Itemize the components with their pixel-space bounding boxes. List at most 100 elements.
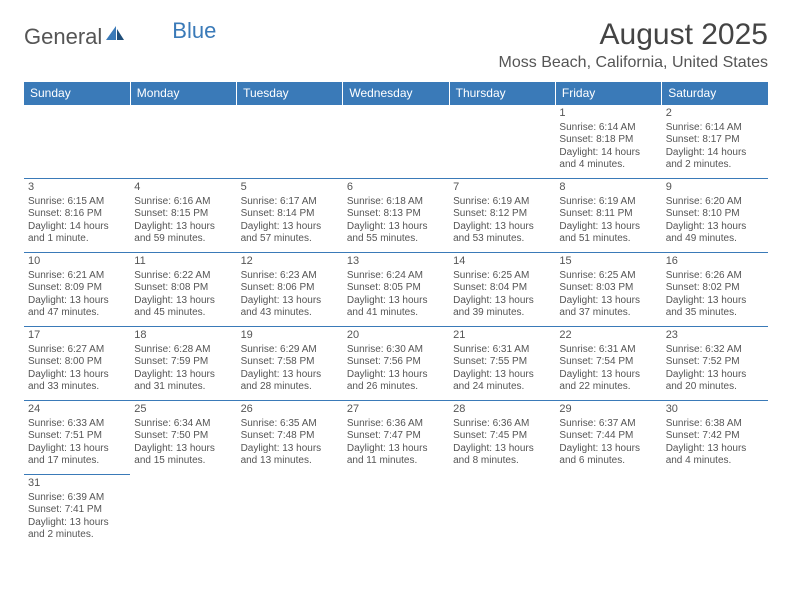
calendar-day-cell: 25Sunrise: 6:34 AMSunset: 7:50 PMDayligh…: [130, 401, 236, 475]
daylight-text: and 4 minutes.: [559, 159, 657, 172]
sunrise-text: Sunrise: 6:17 AM: [241, 196, 339, 209]
daylight-text: Daylight: 13 hours: [666, 221, 764, 234]
calendar-day-cell: 8Sunrise: 6:19 AMSunset: 8:11 PMDaylight…: [555, 179, 661, 253]
daylight-text: and 22 minutes.: [559, 381, 657, 394]
sunrise-text: Sunrise: 6:37 AM: [559, 418, 657, 431]
daylight-text: Daylight: 13 hours: [28, 295, 126, 308]
page-title: August 2025: [499, 18, 768, 52]
calendar-day-cell: [130, 105, 236, 179]
daylight-text: and 28 minutes.: [241, 381, 339, 394]
calendar-day-cell: 4Sunrise: 6:16 AMSunset: 8:15 PMDaylight…: [130, 179, 236, 253]
calendar-day-cell: 19Sunrise: 6:29 AMSunset: 7:58 PMDayligh…: [237, 327, 343, 401]
weekday-header: Friday: [555, 82, 661, 105]
daylight-text: and 39 minutes.: [453, 307, 551, 320]
calendar-day-cell: 24Sunrise: 6:33 AMSunset: 7:51 PMDayligh…: [24, 401, 130, 475]
daylight-text: and 4 minutes.: [666, 455, 764, 468]
calendar-day-cell: [237, 105, 343, 179]
daylight-text: Daylight: 13 hours: [666, 295, 764, 308]
sunrise-text: Sunrise: 6:30 AM: [347, 344, 445, 357]
calendar-day-cell: 21Sunrise: 6:31 AMSunset: 7:55 PMDayligh…: [449, 327, 555, 401]
sunset-text: Sunset: 8:05 PM: [347, 282, 445, 295]
daylight-text: and 45 minutes.: [134, 307, 232, 320]
calendar-day-cell: 12Sunrise: 6:23 AMSunset: 8:06 PMDayligh…: [237, 253, 343, 327]
daylight-text: Daylight: 13 hours: [453, 295, 551, 308]
day-number: 5: [241, 181, 339, 195]
daylight-text: Daylight: 13 hours: [28, 369, 126, 382]
day-number: 8: [559, 181, 657, 195]
day-number: 13: [347, 255, 445, 269]
day-number: 9: [666, 181, 764, 195]
calendar-day-cell: 23Sunrise: 6:32 AMSunset: 7:52 PMDayligh…: [662, 327, 768, 401]
sunset-text: Sunset: 7:48 PM: [241, 430, 339, 443]
calendar-week-row: 17Sunrise: 6:27 AMSunset: 8:00 PMDayligh…: [24, 327, 768, 401]
daylight-text: and 49 minutes.: [666, 233, 764, 246]
daylight-text: and 2 minutes.: [28, 529, 126, 542]
sunrise-text: Sunrise: 6:19 AM: [453, 196, 551, 209]
daylight-text: and 26 minutes.: [347, 381, 445, 394]
day-number: 1: [559, 107, 657, 121]
sunrise-text: Sunrise: 6:19 AM: [559, 196, 657, 209]
calendar-day-cell: [130, 475, 236, 549]
calendar-day-cell: 26Sunrise: 6:35 AMSunset: 7:48 PMDayligh…: [237, 401, 343, 475]
daylight-text: and 11 minutes.: [347, 455, 445, 468]
sunrise-text: Sunrise: 6:29 AM: [241, 344, 339, 357]
day-number: 21: [453, 329, 551, 343]
sunset-text: Sunset: 8:08 PM: [134, 282, 232, 295]
daylight-text: and 1 minute.: [28, 233, 126, 246]
day-number: 4: [134, 181, 232, 195]
logo-text-1: General: [24, 26, 102, 48]
weekday-header: Sunday: [24, 82, 130, 105]
sunset-text: Sunset: 7:55 PM: [453, 356, 551, 369]
daylight-text: and 31 minutes.: [134, 381, 232, 394]
weekday-header: Saturday: [662, 82, 768, 105]
daylight-text: and 43 minutes.: [241, 307, 339, 320]
daylight-text: Daylight: 13 hours: [241, 221, 339, 234]
calendar-day-cell: 15Sunrise: 6:25 AMSunset: 8:03 PMDayligh…: [555, 253, 661, 327]
sunrise-text: Sunrise: 6:18 AM: [347, 196, 445, 209]
day-number: 14: [453, 255, 551, 269]
sunrise-text: Sunrise: 6:14 AM: [666, 122, 764, 135]
calendar-day-cell: 11Sunrise: 6:22 AMSunset: 8:08 PMDayligh…: [130, 253, 236, 327]
sunrise-text: Sunrise: 6:25 AM: [559, 270, 657, 283]
daylight-text: and 17 minutes.: [28, 455, 126, 468]
sunset-text: Sunset: 8:04 PM: [453, 282, 551, 295]
title-block: August 2025 Moss Beach, California, Unit…: [499, 18, 768, 72]
sunset-text: Sunset: 8:14 PM: [241, 208, 339, 221]
daylight-text: and 15 minutes.: [134, 455, 232, 468]
daylight-text: and 41 minutes.: [347, 307, 445, 320]
calendar-day-cell: [449, 105, 555, 179]
daylight-text: Daylight: 13 hours: [559, 295, 657, 308]
sunset-text: Sunset: 7:45 PM: [453, 430, 551, 443]
daylight-text: Daylight: 13 hours: [134, 295, 232, 308]
sunrise-text: Sunrise: 6:25 AM: [453, 270, 551, 283]
weekday-header: Monday: [130, 82, 236, 105]
sunset-text: Sunset: 8:13 PM: [347, 208, 445, 221]
sunset-text: Sunset: 7:47 PM: [347, 430, 445, 443]
daylight-text: Daylight: 13 hours: [666, 369, 764, 382]
daylight-text: Daylight: 13 hours: [241, 443, 339, 456]
daylight-text: Daylight: 13 hours: [453, 221, 551, 234]
daylight-text: and 13 minutes.: [241, 455, 339, 468]
calendar-header-row: SundayMondayTuesdayWednesdayThursdayFrid…: [24, 82, 768, 105]
sunrise-text: Sunrise: 6:27 AM: [28, 344, 126, 357]
sunrise-text: Sunrise: 6:26 AM: [666, 270, 764, 283]
calendar-day-cell: [24, 105, 130, 179]
sunset-text: Sunset: 8:00 PM: [28, 356, 126, 369]
daylight-text: Daylight: 13 hours: [666, 443, 764, 456]
daylight-text: and 59 minutes.: [134, 233, 232, 246]
daylight-text: and 57 minutes.: [241, 233, 339, 246]
calendar-day-cell: 17Sunrise: 6:27 AMSunset: 8:00 PMDayligh…: [24, 327, 130, 401]
day-number: 18: [134, 329, 232, 343]
daylight-text: Daylight: 14 hours: [666, 147, 764, 160]
calendar-day-cell: 14Sunrise: 6:25 AMSunset: 8:04 PMDayligh…: [449, 253, 555, 327]
sunrise-text: Sunrise: 6:20 AM: [666, 196, 764, 209]
calendar-day-cell: [343, 105, 449, 179]
calendar-day-cell: [662, 475, 768, 549]
sunset-text: Sunset: 7:56 PM: [347, 356, 445, 369]
daylight-text: Daylight: 13 hours: [559, 443, 657, 456]
daylight-text: Daylight: 13 hours: [241, 295, 339, 308]
calendar-day-cell: 31Sunrise: 6:39 AMSunset: 7:41 PMDayligh…: [24, 475, 130, 549]
daylight-text: and 55 minutes.: [347, 233, 445, 246]
daylight-text: and 53 minutes.: [453, 233, 551, 246]
calendar-table: SundayMondayTuesdayWednesdayThursdayFrid…: [24, 82, 768, 549]
